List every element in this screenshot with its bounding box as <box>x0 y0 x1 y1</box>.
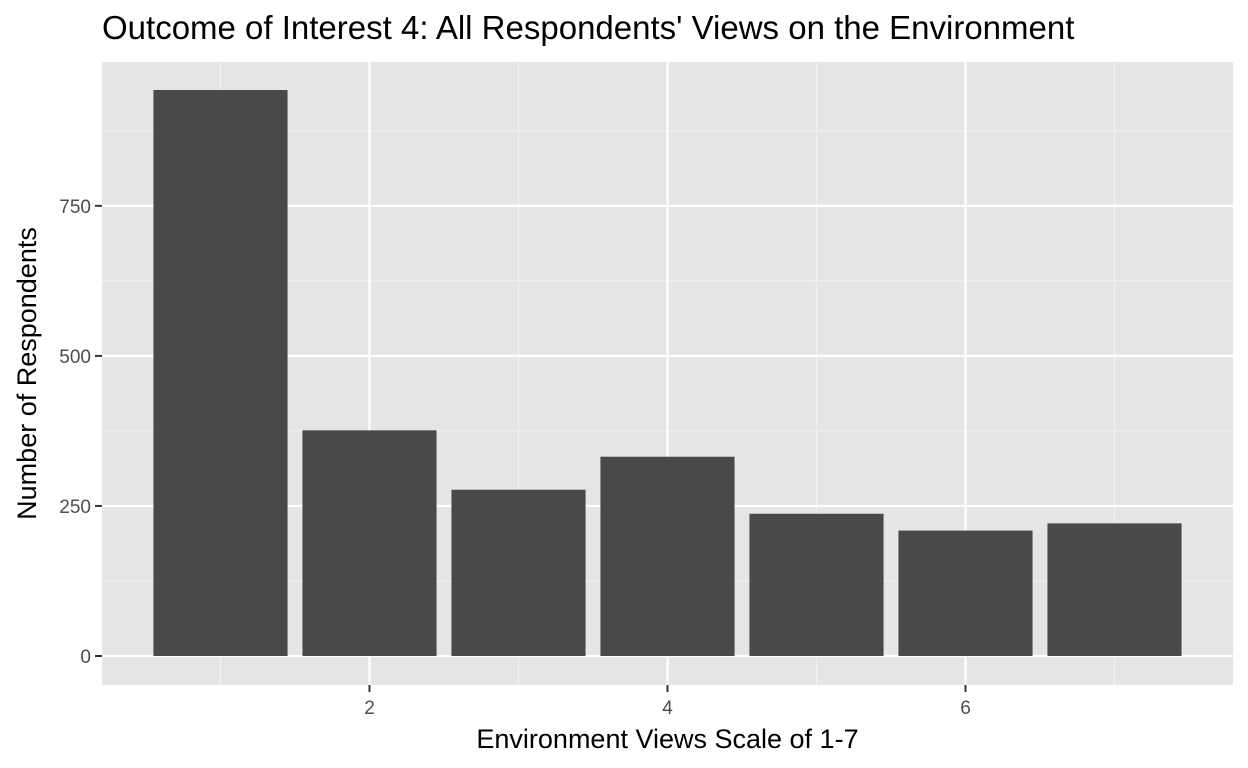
y-tick-label: 0 <box>80 647 91 668</box>
x-axis-title: Environment Views Scale of 1-7 <box>476 724 858 754</box>
bar-6 <box>898 530 1033 656</box>
chart-title: Outcome of Interest 4: All Respondents' … <box>102 9 1074 46</box>
bar-1 <box>153 90 288 656</box>
bar-4 <box>600 456 735 656</box>
x-axis: 2 4 6 <box>364 685 971 719</box>
x-tick-label: 4 <box>662 698 673 719</box>
y-axis: 0 250 500 750 <box>59 197 102 668</box>
y-tick-label: 250 <box>59 497 91 518</box>
bar-5 <box>749 513 884 656</box>
y-tick-label: 500 <box>59 347 91 368</box>
x-tick-label: 2 <box>364 698 375 719</box>
bars <box>153 90 1182 656</box>
bar-7 <box>1047 523 1182 656</box>
y-tick-label: 750 <box>59 197 91 218</box>
x-tick-label: 6 <box>960 698 971 719</box>
y-axis-title: Number of Respondents <box>12 227 42 520</box>
bar-3 <box>451 489 586 656</box>
bar-2 <box>302 430 437 656</box>
